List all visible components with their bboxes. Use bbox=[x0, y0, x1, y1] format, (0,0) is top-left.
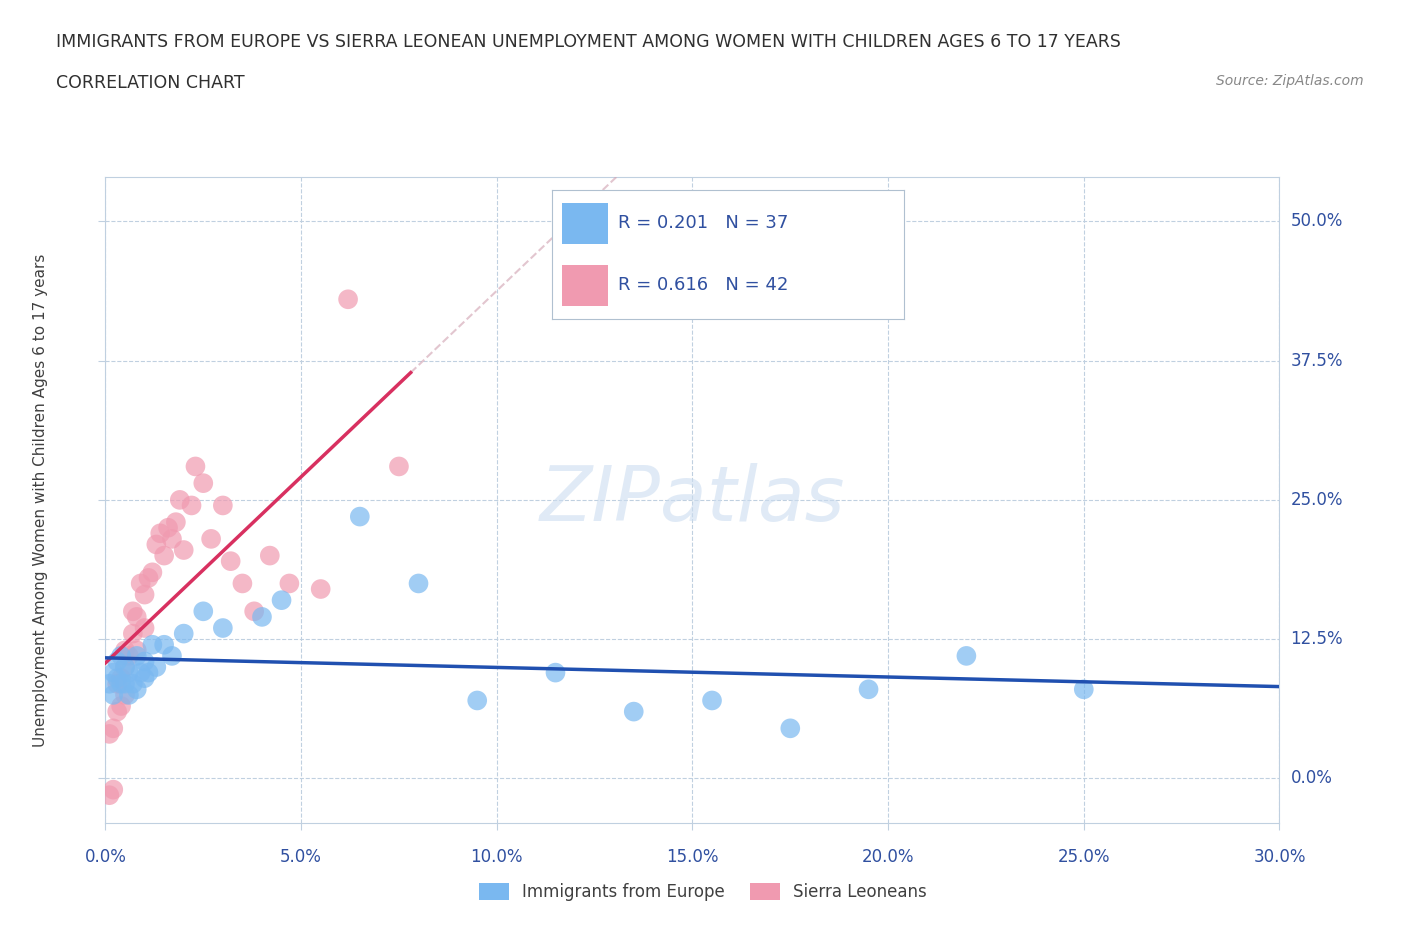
Point bbox=[125, 648, 148, 663]
Legend: Immigrants from Europe, Sierra Leoneans: Immigrants from Europe, Sierra Leoneans bbox=[472, 876, 934, 908]
Point bbox=[173, 542, 195, 557]
Text: IMMIGRANTS FROM EUROPE VS SIERRA LEONEAN UNEMPLOYMENT AMONG WOMEN WITH CHILDREN : IMMIGRANTS FROM EUROPE VS SIERRA LEONEAN… bbox=[56, 33, 1121, 50]
Point bbox=[121, 604, 143, 618]
Point bbox=[134, 587, 156, 602]
Point bbox=[160, 648, 183, 663]
Point bbox=[349, 509, 371, 524]
Text: 0.0%: 0.0% bbox=[84, 848, 127, 866]
Point bbox=[134, 671, 156, 685]
Point bbox=[231, 576, 253, 591]
Text: 15.0%: 15.0% bbox=[666, 848, 718, 866]
Point bbox=[114, 676, 136, 691]
Text: 5.0%: 5.0% bbox=[280, 848, 322, 866]
Point bbox=[125, 643, 148, 658]
Point bbox=[121, 676, 143, 691]
Point bbox=[134, 654, 156, 669]
Point bbox=[309, 581, 332, 596]
Point bbox=[118, 648, 141, 663]
Point bbox=[103, 721, 125, 736]
Point bbox=[243, 604, 266, 618]
Point bbox=[141, 637, 163, 652]
Point bbox=[118, 687, 141, 702]
Point bbox=[1073, 682, 1095, 697]
Point bbox=[114, 643, 136, 658]
Point bbox=[211, 498, 233, 512]
Point bbox=[623, 704, 645, 719]
Point bbox=[219, 553, 242, 568]
Point bbox=[278, 576, 301, 591]
Point bbox=[134, 620, 156, 635]
Point bbox=[103, 687, 125, 702]
Text: 25.0%: 25.0% bbox=[1291, 491, 1343, 509]
Point bbox=[110, 676, 132, 691]
Point bbox=[408, 576, 430, 591]
Text: 25.0%: 25.0% bbox=[1057, 848, 1111, 866]
Point bbox=[160, 531, 183, 546]
Point bbox=[169, 493, 191, 508]
Text: 12.5%: 12.5% bbox=[1291, 631, 1343, 648]
Point bbox=[121, 626, 143, 641]
Point bbox=[157, 520, 180, 535]
Text: 20.0%: 20.0% bbox=[862, 848, 914, 866]
Point bbox=[193, 476, 215, 491]
Point bbox=[465, 693, 488, 708]
Point bbox=[955, 648, 977, 663]
Point bbox=[337, 292, 360, 307]
Point bbox=[544, 665, 567, 680]
Point bbox=[200, 531, 222, 546]
Point bbox=[141, 565, 163, 579]
Text: 0.0%: 0.0% bbox=[1291, 769, 1333, 788]
Point bbox=[110, 671, 132, 685]
Point bbox=[105, 704, 128, 719]
Point bbox=[103, 665, 125, 680]
Text: Unemployment Among Women with Children Ages 6 to 17 years: Unemployment Among Women with Children A… bbox=[34, 253, 48, 747]
Point bbox=[180, 498, 202, 512]
Text: 50.0%: 50.0% bbox=[1291, 212, 1343, 231]
Text: 37.5%: 37.5% bbox=[1291, 352, 1343, 369]
Point bbox=[153, 637, 176, 652]
Point bbox=[110, 698, 132, 713]
Point bbox=[145, 537, 167, 551]
Text: Source: ZipAtlas.com: Source: ZipAtlas.com bbox=[1216, 74, 1364, 88]
Point bbox=[211, 620, 233, 635]
Point bbox=[259, 548, 281, 563]
Point bbox=[114, 659, 136, 674]
Point bbox=[125, 609, 148, 624]
Point bbox=[250, 609, 273, 624]
Point bbox=[105, 654, 128, 669]
Point bbox=[114, 687, 136, 702]
Text: 30.0%: 30.0% bbox=[1253, 848, 1306, 866]
Point bbox=[149, 525, 172, 540]
Point bbox=[193, 604, 215, 618]
Point bbox=[700, 693, 723, 708]
Point bbox=[118, 665, 141, 680]
Point bbox=[388, 459, 411, 474]
Text: 10.0%: 10.0% bbox=[471, 848, 523, 866]
Point bbox=[153, 548, 176, 563]
Point bbox=[145, 659, 167, 674]
Point bbox=[165, 514, 187, 529]
Point bbox=[129, 576, 152, 591]
Point bbox=[129, 665, 152, 680]
Point bbox=[779, 721, 801, 736]
Point bbox=[98, 726, 121, 741]
Point bbox=[138, 665, 160, 680]
Point bbox=[98, 788, 121, 803]
Point bbox=[858, 682, 880, 697]
Point bbox=[114, 659, 136, 674]
Point bbox=[105, 676, 128, 691]
Point bbox=[103, 782, 125, 797]
Point bbox=[173, 626, 195, 641]
Point bbox=[105, 671, 128, 685]
Point bbox=[98, 676, 121, 691]
Point bbox=[270, 592, 292, 607]
Text: ZIPatlas: ZIPatlas bbox=[540, 463, 845, 537]
Text: CORRELATION CHART: CORRELATION CHART bbox=[56, 74, 245, 92]
Point bbox=[138, 570, 160, 585]
Point bbox=[110, 648, 132, 663]
Point bbox=[184, 459, 207, 474]
Point bbox=[125, 682, 148, 697]
